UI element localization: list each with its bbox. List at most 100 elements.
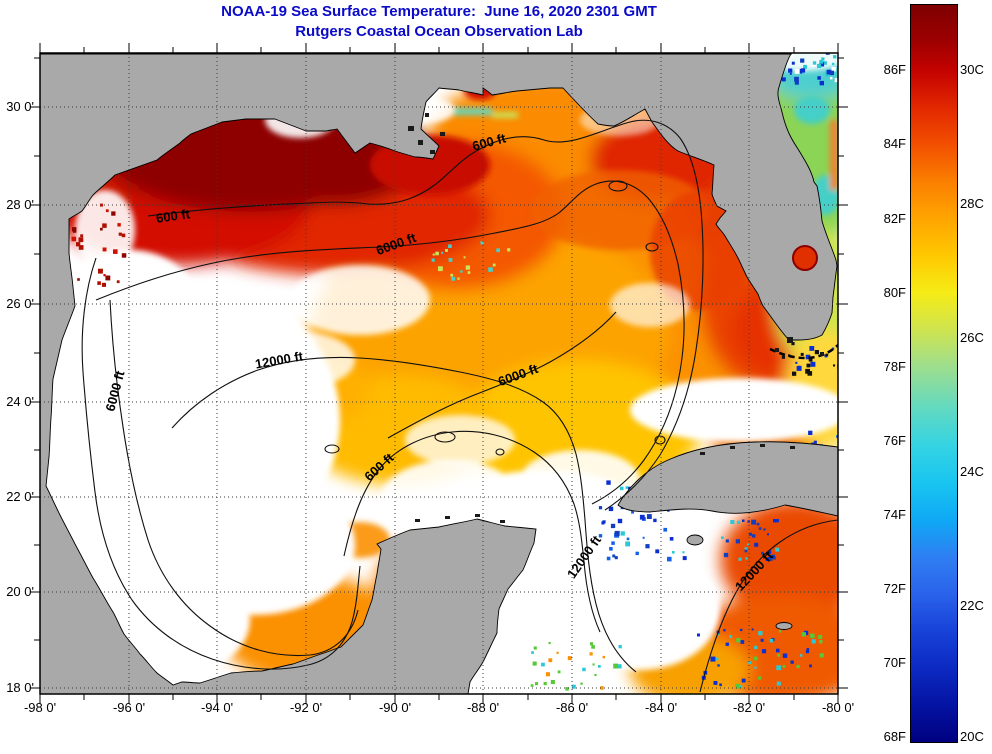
y-tick-label: 18 0': [6, 680, 34, 695]
colorbar-label-f: 72F: [883, 581, 906, 596]
speck: [507, 248, 511, 252]
speck: [598, 665, 601, 668]
speck: [556, 651, 559, 654]
speck: [765, 557, 770, 561]
y-tick-label: 22 0': [6, 489, 34, 504]
speck: [609, 547, 613, 551]
speck: [794, 76, 799, 82]
x-tick-label: -82 0': [732, 700, 766, 715]
land-cayman-islands: [775, 622, 793, 630]
speck: [601, 521, 605, 525]
speck: [625, 541, 631, 547]
speck: [744, 549, 748, 553]
speck: [825, 53, 830, 55]
colorbar-label-c: 26C: [960, 330, 984, 345]
speck: [445, 249, 448, 252]
speck: [761, 649, 767, 654]
speck: [778, 630, 782, 633]
speck: [805, 354, 811, 360]
speck: [825, 353, 829, 357]
speck: [763, 528, 766, 531]
speck: [548, 641, 551, 645]
land-isla-juventud: [686, 534, 704, 546]
speck: [646, 514, 652, 519]
speck: [830, 76, 833, 80]
speck: [618, 645, 622, 649]
speck: [809, 664, 812, 668]
speck: [823, 54, 826, 57]
speck: [808, 430, 813, 435]
speck: [725, 642, 729, 646]
speck: [100, 203, 103, 207]
speck: [606, 556, 611, 561]
speck: [801, 632, 806, 637]
florida-keys: [769, 344, 838, 360]
speck: [833, 364, 836, 367]
speck: [105, 275, 111, 281]
speck: [450, 273, 454, 277]
speck: [748, 661, 751, 664]
colorbar-label-f: 80F: [883, 285, 906, 300]
speck: [105, 209, 109, 213]
speck: [557, 670, 561, 674]
speck: [776, 648, 780, 653]
speck: [738, 557, 742, 561]
speck: [725, 539, 729, 543]
speck: [600, 686, 604, 690]
speck: [697, 633, 700, 637]
x-tick-label: -80 0': [821, 700, 855, 715]
speck: [825, 72, 830, 77]
speck: [754, 542, 759, 547]
speck: [800, 58, 805, 63]
speck: [460, 270, 463, 273]
speck: [639, 514, 645, 520]
speck: [457, 277, 460, 280]
speck: [821, 57, 825, 61]
speck: [113, 249, 118, 254]
speck: [758, 676, 762, 680]
graticule-grid: [40, 53, 838, 694]
speck: [532, 661, 537, 666]
speck: [441, 251, 444, 254]
speck: [812, 61, 817, 65]
speck: [612, 554, 616, 558]
speck: [721, 536, 724, 539]
speck: [791, 54, 794, 57]
speck: [121, 253, 127, 258]
contour-6000ft-west: [109, 299, 359, 657]
speck: [810, 633, 815, 639]
speck: [431, 258, 435, 262]
speck: [614, 530, 620, 536]
speck: [548, 658, 553, 663]
speck: [80, 234, 84, 238]
speck: [730, 520, 735, 525]
colorbar-label-f: 70F: [883, 655, 906, 670]
speck: [789, 72, 792, 75]
speck: [101, 282, 106, 287]
speck: [794, 68, 800, 74]
speck: [580, 682, 583, 685]
speck: [772, 556, 776, 560]
speck: [635, 551, 639, 556]
speck: [488, 267, 493, 272]
speck: [744, 547, 748, 550]
speck: [819, 59, 824, 64]
speck: [667, 556, 672, 562]
speck: [76, 242, 81, 247]
speck: [614, 556, 618, 560]
speck: [791, 342, 795, 346]
bathymetry-contours: [81, 119, 838, 693]
coastal-speckles: [408, 113, 824, 523]
speck: [747, 543, 750, 546]
speck: [800, 352, 804, 356]
speck: [682, 551, 685, 554]
speck: [467, 271, 471, 274]
speck: [776, 665, 781, 671]
speck: [810, 361, 816, 367]
colorbar-label-f: 74F: [883, 507, 906, 522]
speck: [72, 227, 77, 232]
speck: [103, 274, 106, 277]
speck: [782, 665, 786, 668]
speck: [465, 265, 470, 270]
